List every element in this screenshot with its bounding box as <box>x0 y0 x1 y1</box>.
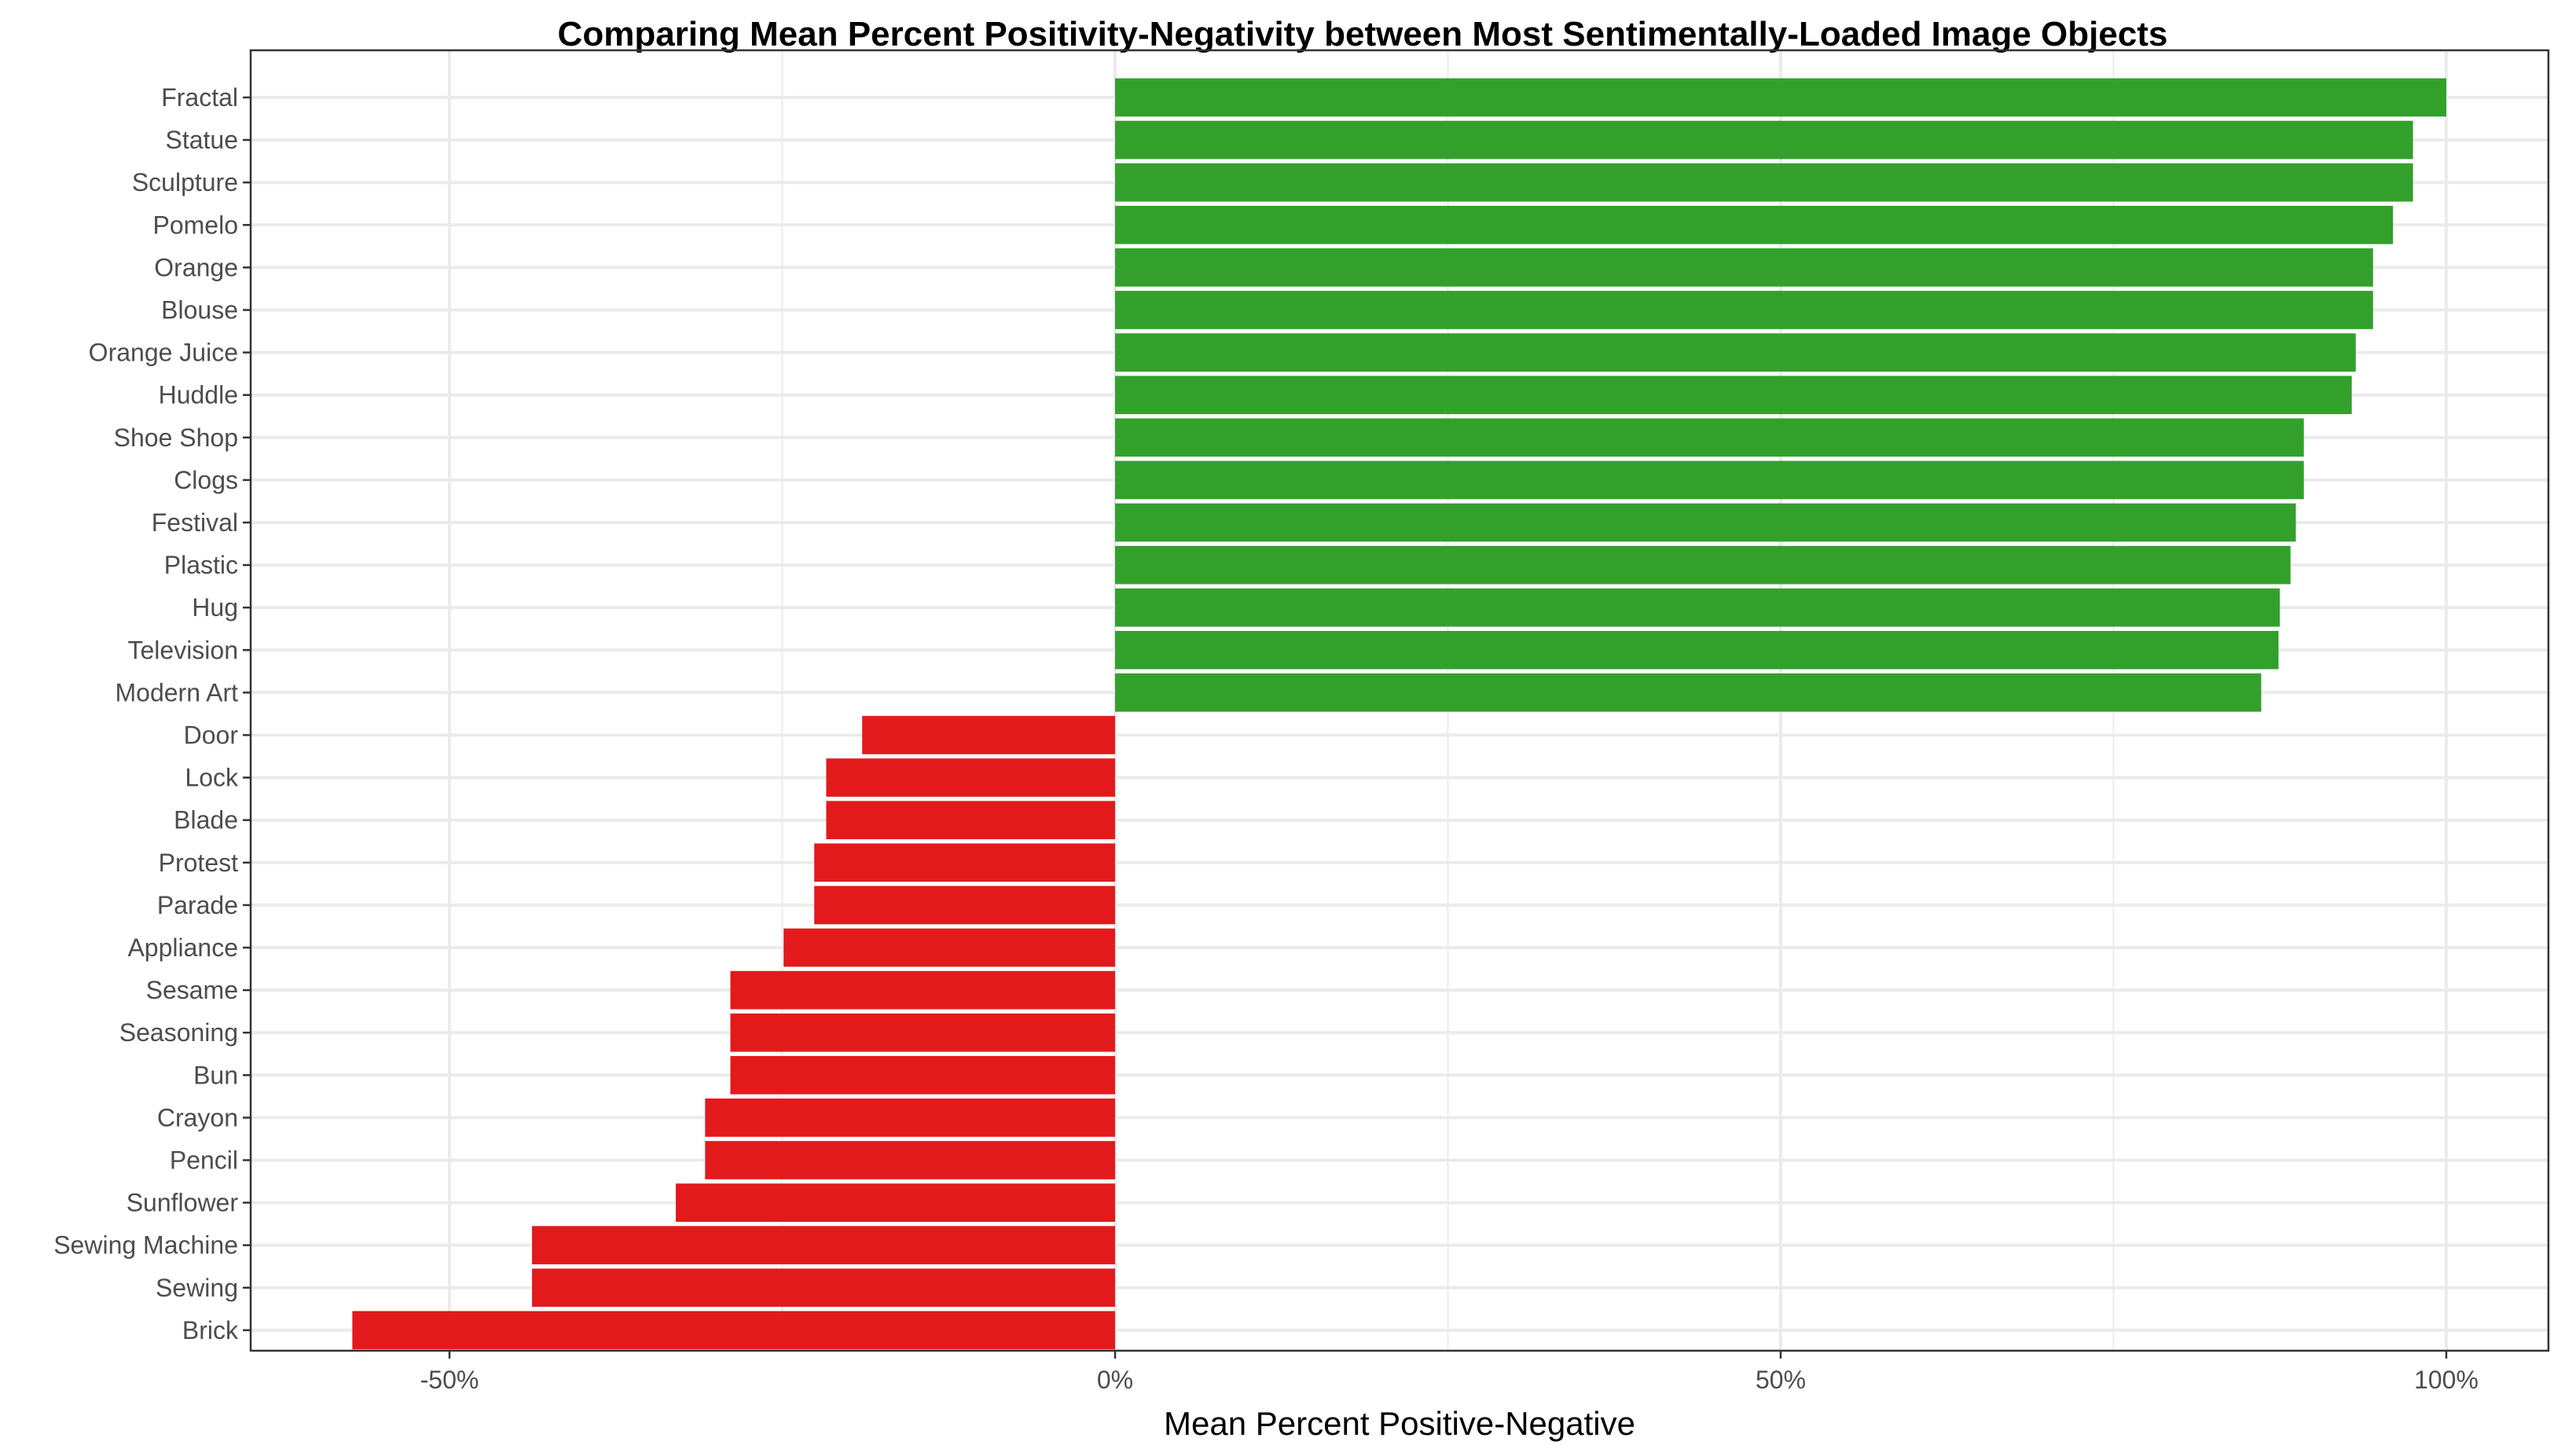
y-tick-label: Door <box>184 721 239 750</box>
y-tick-label: Statue <box>165 126 238 154</box>
x-tick-label: -50% <box>420 1366 479 1394</box>
y-tick-label: Blouse <box>161 296 238 325</box>
chart-title: Comparing Mean Percent Positivity-Negati… <box>558 15 2168 53</box>
y-tick-label: Hug <box>192 593 238 622</box>
panel-border <box>249 49 2550 1352</box>
bar-television <box>1115 630 2279 669</box>
x-tick-label: 0% <box>1097 1366 1133 1394</box>
y-tick-label: Appliance <box>127 933 238 962</box>
y-tick-label: Brick <box>182 1316 239 1344</box>
bar-statue <box>1115 120 2413 160</box>
bar-huddle <box>1115 376 2352 415</box>
y-tick-label: Television <box>127 636 238 664</box>
bar-blouse <box>1115 291 2373 329</box>
bar-brick <box>352 1311 1115 1350</box>
x-tick-label: 50% <box>1756 1366 1806 1394</box>
bar-plastic <box>1115 545 2291 585</box>
bar-sculpture <box>1115 163 2413 202</box>
y-tick-label: Sewing Machine <box>53 1231 238 1260</box>
bar-parade <box>814 886 1115 925</box>
y-tick-label: Parade <box>157 891 238 919</box>
bar-clogs <box>1115 460 2304 500</box>
y-tick-label: Pencil <box>170 1146 238 1175</box>
y-tick-label: Orange Juice <box>89 339 238 367</box>
y-tick-label: Crayon <box>157 1103 238 1131</box>
bar-door <box>862 716 1115 754</box>
y-tick-label: Festival <box>152 508 238 537</box>
x-tick-label: 100% <box>2414 1366 2478 1394</box>
bar-sunflower <box>675 1183 1115 1222</box>
y-tick-label: Plastic <box>164 551 238 579</box>
y-tick-label: Protest <box>159 849 238 877</box>
y-tick-label: Shoe Shop <box>114 424 238 452</box>
y-tick-label: Lock <box>185 764 239 792</box>
bar-bun <box>730 1055 1115 1095</box>
y-tick-label: Sesame <box>146 976 238 1004</box>
y-tick-label: Blade <box>174 806 238 834</box>
y-tick-label: Modern Art <box>115 678 238 706</box>
bar-protest <box>814 843 1115 882</box>
bar-sewing-machine <box>532 1226 1115 1265</box>
y-tick-label: Seasoning <box>119 1018 238 1047</box>
bar-sesame <box>730 970 1115 1010</box>
bar-shoe-shop <box>1115 418 2304 457</box>
bar-pomelo <box>1115 205 2394 244</box>
bar-orange <box>1115 248 2373 287</box>
bar-festival <box>1115 503 2296 542</box>
bar-modern-art <box>1115 673 2262 712</box>
bar-lock <box>826 758 1115 797</box>
bar-seasoning <box>730 1013 1115 1052</box>
bars <box>352 78 2446 1350</box>
y-tick-label: Sunflower <box>127 1189 239 1217</box>
bar-fractal <box>1115 78 2446 117</box>
bar-blade <box>826 801 1115 840</box>
y-tick-label: Bun <box>193 1061 238 1089</box>
bar-pencil <box>705 1141 1115 1179</box>
y-tick-label: Pomelo <box>153 211 239 239</box>
bar-hug <box>1115 588 2280 627</box>
x-axis-ticks: -50% 0% 50% 100% <box>420 1351 2478 1394</box>
bar-sewing <box>532 1268 1115 1307</box>
bar-crayon <box>705 1098 1115 1137</box>
y-tick-label: Sewing <box>156 1274 238 1302</box>
y-tick-label: Clogs <box>174 466 238 494</box>
y-axis-ticks: Fractal Statue Sculpture Pomelo Orange Blouse… <box>53 83 251 1344</box>
bar-orange-juice <box>1115 333 2356 372</box>
y-tick-label: Huddle <box>159 381 238 409</box>
y-tick-label: Orange <box>154 253 238 281</box>
y-tick-label: Fractal <box>161 83 238 112</box>
bar-appliance <box>783 928 1115 967</box>
x-axis-label: Mean Percent Positive-Negative <box>1164 1405 1635 1442</box>
y-tick-label: Sculpture <box>132 168 238 196</box>
